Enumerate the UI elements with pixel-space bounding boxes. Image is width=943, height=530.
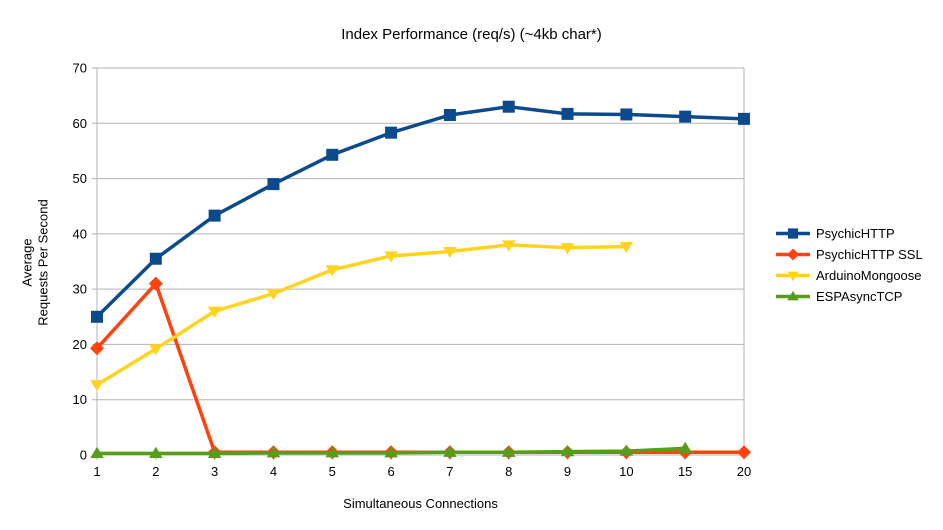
marker-square xyxy=(208,209,221,222)
x-tick-label: 7 xyxy=(446,464,453,479)
marker-square xyxy=(267,178,280,191)
marker-square xyxy=(679,110,692,123)
marker-square xyxy=(738,112,750,125)
legend-item-ESPAsyncTCP: ESPAsyncTCP xyxy=(776,286,923,307)
x-axis-title: Simultaneous Connections xyxy=(343,496,498,511)
legend-label: PsychicHTTP xyxy=(816,226,895,241)
marker-square xyxy=(561,107,574,120)
legend-label: ArduinoMongoose xyxy=(816,268,922,283)
x-tick-label: 4 xyxy=(270,464,277,479)
marker-triangle-up xyxy=(678,441,692,453)
marker-triangle-down xyxy=(560,243,575,255)
marker-triangle-up xyxy=(266,446,281,458)
y-tick-label: 20 xyxy=(73,337,87,352)
marker-triangle-down xyxy=(619,241,634,254)
legend-marker-triangle-up-icon xyxy=(776,290,810,301)
y-tick-label: 40 xyxy=(73,226,87,241)
marker-square xyxy=(787,228,799,239)
marker-triangle-down xyxy=(266,288,281,301)
y-tick-label: 60 xyxy=(73,116,87,131)
series-line xyxy=(95,281,746,454)
marker-diamond xyxy=(737,445,751,460)
marker-triangle-up xyxy=(90,446,104,458)
series-ESPAsyncTCP xyxy=(90,441,692,458)
legend-item-ArduinoMongoose: ArduinoMongoose xyxy=(776,265,923,286)
marker-triangle-up xyxy=(560,445,575,457)
marker-triangle-up xyxy=(501,445,516,457)
x-tick-label: 2 xyxy=(152,464,159,479)
marker-square xyxy=(326,148,339,161)
marker-triangle-up xyxy=(787,290,799,301)
marker-diamond xyxy=(148,276,163,291)
series-line xyxy=(95,104,746,319)
chart-title: Index Performance (req/s) (~4kb char*) xyxy=(341,26,602,43)
marker-triangle-down xyxy=(149,344,163,356)
legend-item-PsychicHTTP-SSL: PsychicHTTP SSL xyxy=(776,244,923,265)
series-PsychicHTTP xyxy=(91,100,750,323)
y-tick-label: 70 xyxy=(73,61,87,76)
series-ArduinoMongoose xyxy=(90,240,634,392)
marker-triangle-up xyxy=(207,446,222,458)
x-tick-label: 8 xyxy=(505,464,512,479)
marker-triangle-down xyxy=(501,240,516,252)
marker-square xyxy=(443,108,456,121)
y-tick-labels: 0 10 20 30 40 50 60 70 xyxy=(73,61,87,463)
x-tick-label: 10 xyxy=(619,464,633,479)
x-tick-label: 3 xyxy=(211,464,218,479)
x-tick-label: 15 xyxy=(678,464,692,479)
marker-triangle-up xyxy=(443,445,457,457)
marker-triangle-down xyxy=(443,246,457,259)
marker-triangle-down xyxy=(384,251,398,263)
legend: PsychicHTTP PsychicHTTP SSL ArduinoMongoos… xyxy=(776,223,923,307)
x-tick-label: 9 xyxy=(564,464,571,479)
marker-triangle-up xyxy=(325,446,340,458)
marker-square xyxy=(620,108,633,121)
y-tick-label: 30 xyxy=(73,282,87,297)
legend-label: PsychicHTTP SSL xyxy=(816,247,923,262)
marker-square xyxy=(91,310,103,323)
x-tick-label: 5 xyxy=(329,464,336,479)
y-tick-label: 50 xyxy=(73,171,87,186)
y-tick-label: 10 xyxy=(73,392,87,407)
marker-square xyxy=(149,252,162,265)
x-tick-labels: 1 2 3 4 5 6 7 8 9 10 15 20 xyxy=(93,464,751,479)
marker-triangle-up xyxy=(384,446,398,458)
marker-diamond xyxy=(787,248,799,261)
marker-triangle-down xyxy=(90,380,104,392)
legend-marker-triangle-down-icon xyxy=(776,271,810,282)
legend-label: ESPAsyncTCP xyxy=(816,289,903,304)
series-PsychicHTTP-SSL xyxy=(90,276,751,460)
marker-triangle-down xyxy=(787,271,799,282)
legend-marker-square-icon xyxy=(776,228,810,239)
marker-diamond xyxy=(90,341,104,356)
axes xyxy=(96,68,745,460)
marker-square xyxy=(502,100,515,113)
x-tick-label: 6 xyxy=(387,464,394,479)
legend-item-PsychicHTTP: PsychicHTTP xyxy=(776,223,923,244)
legend-marker-diamond-icon xyxy=(776,248,810,261)
series-line xyxy=(95,243,629,387)
marker-square xyxy=(385,126,398,139)
marker-triangle-up xyxy=(149,446,163,458)
marker-triangle-down xyxy=(207,306,222,318)
y-tick-label: 0 xyxy=(80,448,87,463)
marker-triangle-down xyxy=(325,265,340,277)
x-tick-label: 20 xyxy=(737,464,751,479)
gridlines xyxy=(92,67,744,456)
x-tick-label: 1 xyxy=(93,464,100,479)
marker-triangle-up xyxy=(619,444,634,456)
